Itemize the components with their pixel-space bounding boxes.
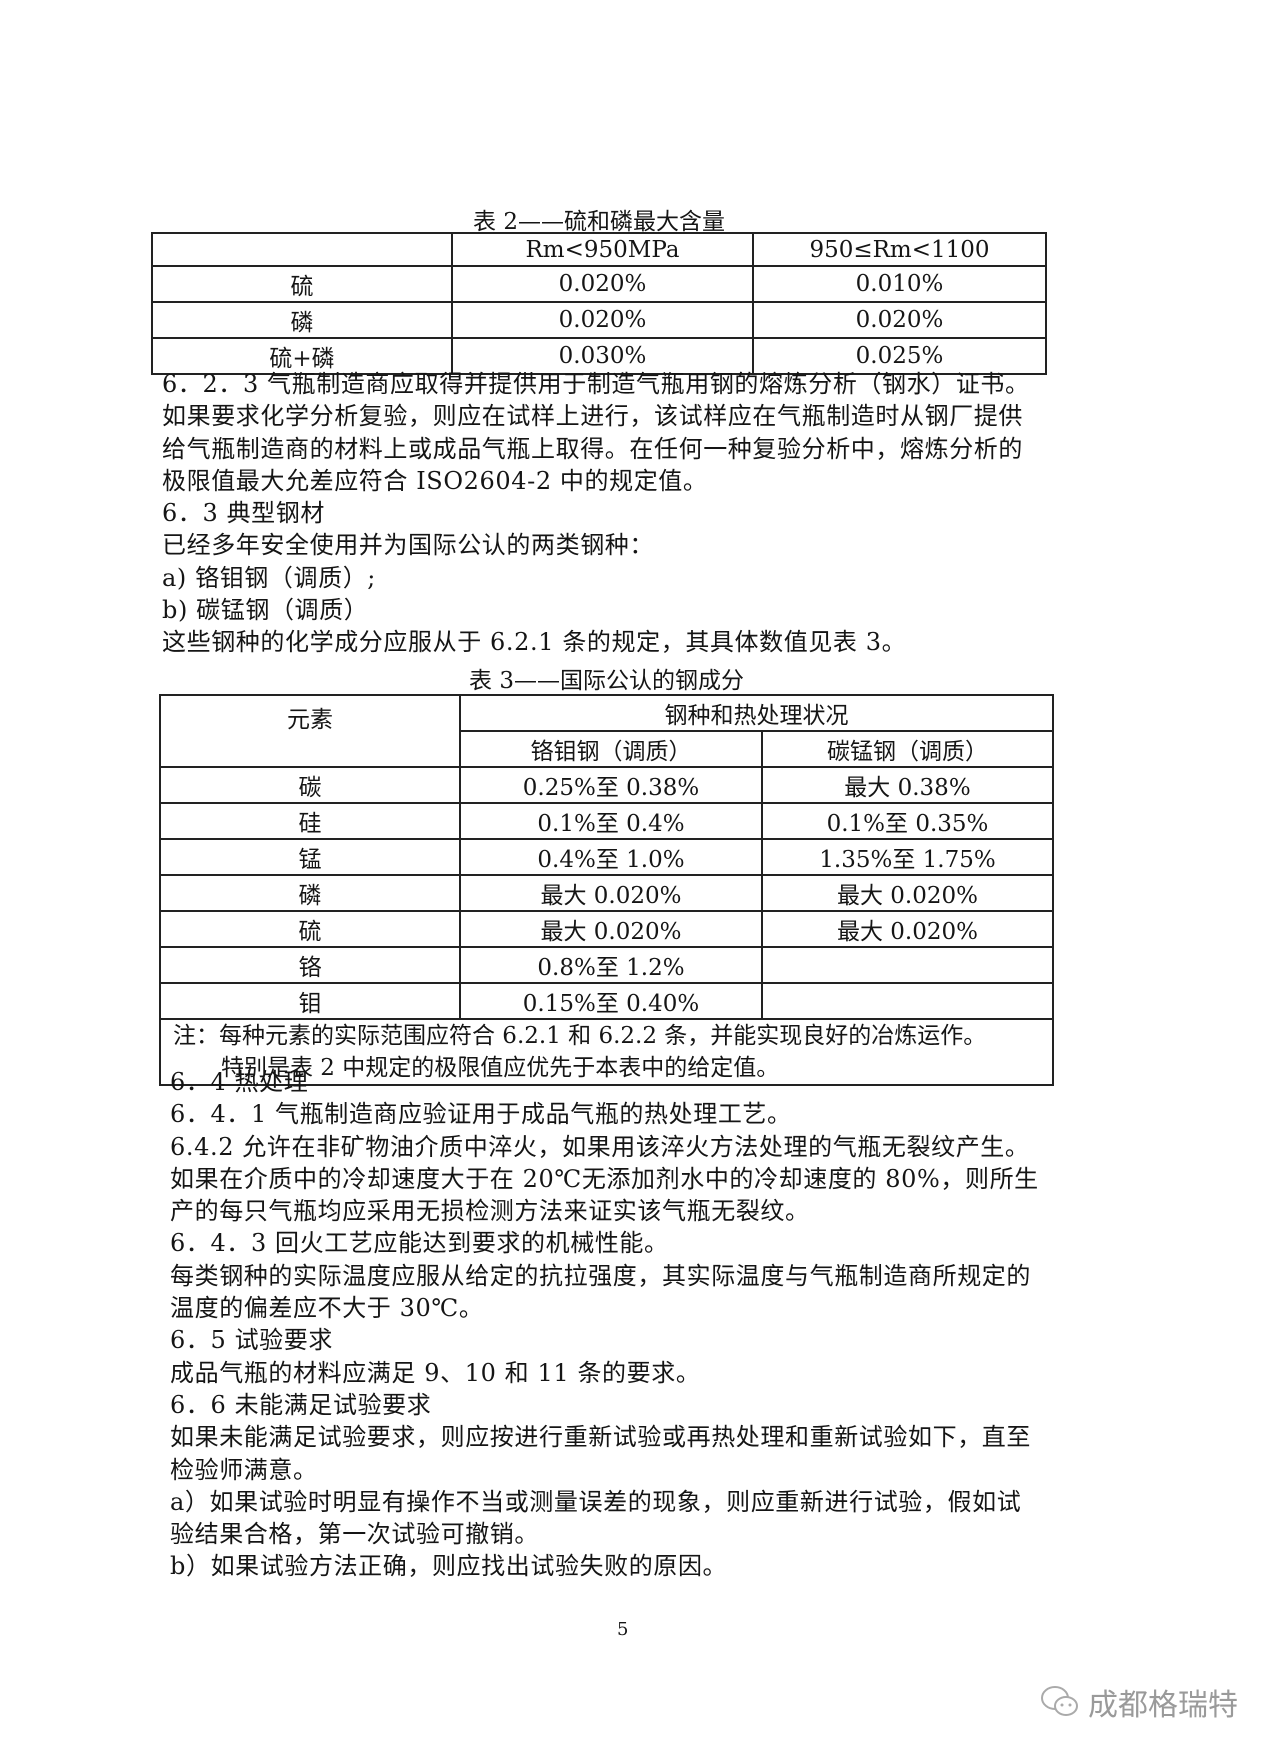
text-line: 温度的偏差应不大于 30℃。 (170, 1294, 484, 1323)
table2-cell: 0.020% (451, 265, 754, 303)
table3-cell: 0.1%至 0.35% (761, 802, 1054, 840)
text-line: b) 碳锰钢（调质） (162, 596, 369, 625)
table3-cell: 最大 0.020% (761, 874, 1054, 912)
table3-cell: 锰 (159, 838, 461, 876)
body-text-block-2: 6．4 热处理 6．4．1 气瓶制造商应验证用于成品气瓶的热处理工艺。 6.4.2 … (170, 1066, 1039, 1583)
text-line: 产的每只气瓶均应采用无损检测方法来证实该气瓶无裂纹。 (170, 1197, 810, 1226)
table3-note-line: 特别是表 2 中规定的极限值应优先于本表中的给定值。 (221, 1055, 780, 1081)
table3-cell: 最大 0.38% (761, 766, 1054, 804)
table-row: 磷最大 0.020% 最大 0.020% (159, 874, 1054, 912)
table3-cell: 0.8%至 1.2% (459, 946, 763, 984)
text-line: 每类钢种的实际温度应服从给定的抗拉强度，其实际温度与气瓶制造商所规定的 (170, 1261, 1031, 1290)
page-number: 5 (617, 1619, 629, 1640)
table2-cell: 0.025% (752, 337, 1047, 375)
table3-cell: 铬 (159, 946, 461, 984)
table3-cell: 0.1%至 0.4% (459, 802, 763, 840)
text-line: 如果要求化学分析复验，则应在试样上进行，该试样应在气瓶制造时从钢厂提供 (162, 402, 1023, 431)
table3-cell: 0.15%至 0.40% (459, 982, 763, 1020)
text-line: a) 铬钼钢（调质）; (162, 563, 376, 592)
table3-cell: 0.25%至 0.38% (459, 766, 763, 804)
table3-cell: 最大 0.020% (459, 910, 763, 948)
table3-cell: 磷 (159, 874, 461, 912)
body-text-block-1: 6．2．3 气瓶制造商应取得并提供用于制造气瓶用钢的熔炼分析（钢水）证书。 如果要… (162, 368, 1030, 659)
table-row: 硫 0.020% 0.010% (151, 265, 1047, 303)
text-line: 6．4．3 回火工艺应能达到要求的机械性能。 (170, 1229, 669, 1258)
text-line: 成品气瓶的材料应满足 9、10 和 11 条的要求。 (170, 1358, 701, 1387)
table3-cell: 0.4%至 1.0% (459, 838, 763, 876)
text-line: 6．6 未能满足试验要求 (170, 1390, 432, 1419)
text-line: b）如果试验方法正确，则应找出试验失败的原因。 (170, 1552, 728, 1581)
table2-header-row: Rm<950MPa 950≤Rm<1100 (151, 232, 1047, 267)
table2-cell: 0.010% (752, 265, 1047, 303)
table-row: 硅 0.1%至 0.4% 0.1%至 0.35% (159, 802, 1054, 840)
table2-cell: 0.020% (451, 301, 754, 339)
table2-caption: 表 2——硫和磷最大含量 (473, 209, 725, 235)
table2-header-cell (151, 232, 453, 267)
table3-cell: 最大 0.020% (761, 910, 1054, 948)
table3-cell: 钼 (159, 982, 461, 1020)
table-row: 硫最大 0.020% 最大 0.020% (159, 910, 1054, 948)
text-line: a）如果试验时明显有操作不当或测量误差的现象，则应重新进行试验，假如试 (170, 1487, 1022, 1516)
table2-cell: 硫 (151, 265, 453, 303)
table3-cell (761, 982, 1054, 1020)
table2-cell: 磷 (151, 301, 453, 339)
text-line: 极限值最大允差应符合 ISO2604-2 中的规定值。 (162, 466, 708, 495)
table2-header-cell: 950≤Rm<1100 (752, 232, 1047, 267)
table3-subheader-row: 铬钼钢（调质） 碳锰钢（调质） (160, 730, 1054, 768)
text-line: 检验师满意。 (170, 1455, 318, 1484)
table3-note-row: 注：每种元素的实际范围应符合 6.2.1 和 6.2.2 条，并能实现良好的冶炼… (159, 1018, 1054, 1086)
watermark: 成都格瑞特 (1040, 1680, 1238, 1724)
table3-cell (761, 946, 1054, 984)
text-line: 已经多年安全使用并为国际公认的两类钢种： (162, 531, 654, 560)
table2-cell: 硫+磷 (151, 337, 453, 375)
table-row: 锰 0.4%至 1.0% 1.35%至 1.75% (159, 838, 1054, 876)
text-line: 6．4 热处理 (170, 1068, 309, 1096)
table3-cell: 最大 0.020% (459, 874, 763, 912)
table3: 元素 钢种和热处理状况 铬钼钢（调质） 碳锰钢（调质） 碳 0.25%至 0.38… (159, 694, 1054, 1086)
text-line: 如果在介质中的冷却速度大于在 20℃无添加剂水中的冷却速度的 80%，则所生 (170, 1164, 1039, 1193)
table-row: 硫+磷 0.030% 0.025% (151, 337, 1047, 375)
text-line: 6．4．1 气瓶制造商应验证用于成品气瓶的热处理工艺。 (170, 1100, 792, 1129)
table3-header-element: 元素 (159, 694, 461, 768)
table3-header-col: 铬钼钢（调质） (459, 730, 763, 768)
table3-header-row: 元素 钢种和热处理状况 (159, 694, 1054, 768)
table-row: 钼 0.15%至 0.40% (159, 982, 1054, 1020)
table2-cell: 0.030% (451, 337, 754, 375)
table3-header-group: 钢种和热处理状况 (459, 694, 1054, 732)
text-line: 6．2．3 气瓶制造商应取得并提供用于制造气瓶用钢的熔炼分析（钢水）证书。 (162, 370, 1030, 398)
table3-header-col: 碳锰钢（调质） (761, 730, 1054, 768)
text-line: 6．5 试验要求 (170, 1326, 333, 1355)
text-line: 如果未能满足试验要求，则应按进行重新试验或再热处理和重新试验如下，直至 (170, 1423, 1031, 1452)
text-line: 给气瓶制造商的材料上或成品气瓶上取得。在任何一种复验分析中，熔炼分析的 (162, 434, 1023, 463)
table3-cell: 1.35%至 1.75% (761, 838, 1054, 876)
table-row: 磷 0.020% 0.020% (151, 301, 1047, 339)
table3-cell: 碳 (159, 766, 461, 804)
table3-caption: 表 3——国际公认的钢成分 (469, 668, 744, 694)
table3-cell: 硅 (159, 802, 461, 840)
watermark-text: 成都格瑞特 (1088, 1688, 1238, 1723)
table2: Rm<950MPa 950≤Rm<1100 硫 0.020% 0.010% 磷 … (151, 232, 1047, 375)
text-line: 6．3 典型钢材 (162, 499, 325, 528)
text-line: 6.4.2 允许在非矿物油介质中淬火，如果用该淬火方法处理的气瓶无裂纹产生。 (170, 1132, 1030, 1161)
table2-header-cell: Rm<950MPa (451, 232, 754, 267)
table3-note-line: 注：每种元素的实际范围应符合 6.2.1 和 6.2.2 条，并能实现良好的冶炼… (173, 1023, 987, 1049)
table2-cell: 0.020% (752, 301, 1047, 339)
table-row: 碳 0.25%至 0.38% 最大 0.38% (159, 766, 1054, 804)
table3-note: 注：每种元素的实际范围应符合 6.2.1 和 6.2.2 条，并能实现良好的冶炼… (159, 1018, 1054, 1086)
text-line: 验结果合格，第一次试验可撤销。 (170, 1520, 539, 1549)
wechat-icon (1041, 1686, 1078, 1716)
table3-cell: 硫 (159, 910, 461, 948)
text-line: 这些钢种的化学成分应服从于 6.2.1 条的规定，其具体数值见表 3。 (162, 628, 907, 657)
table-row: 铬 0.8%至 1.2% (159, 946, 1054, 984)
